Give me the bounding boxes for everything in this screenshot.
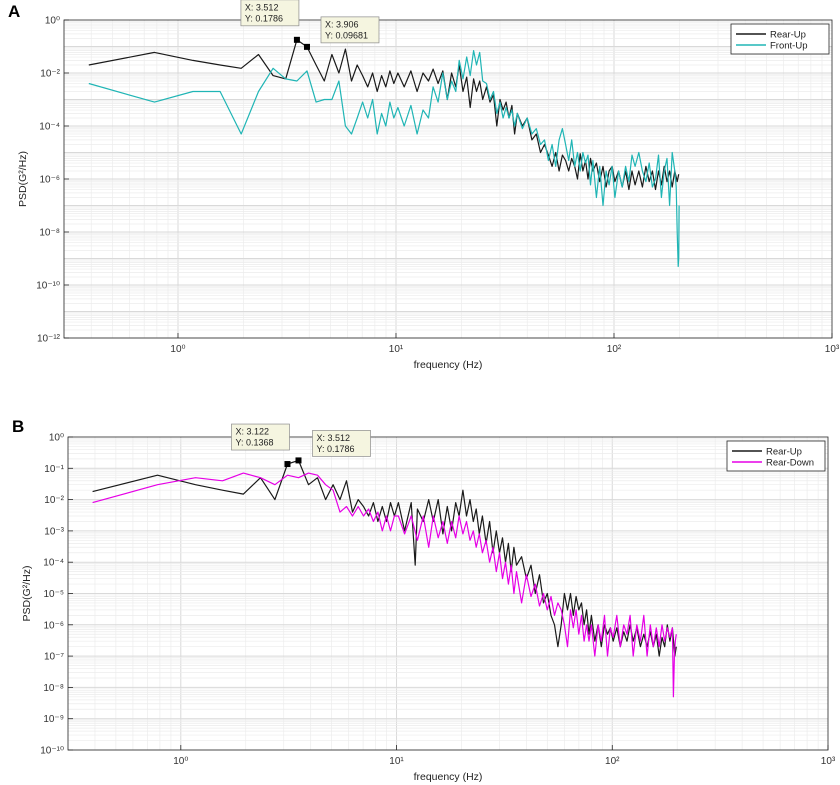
y-tick-label: 10⁰ [49, 433, 64, 444]
datatip-x-value: X: 3.906 [325, 19, 359, 29]
y-tick-label: 10⁻¹⁰ [36, 281, 60, 292]
y-tick-label: 10⁻⁸ [43, 683, 64, 694]
series-line-rear-up [88, 39, 680, 191]
y-tick-label: 10⁻² [44, 495, 64, 506]
grid [67, 437, 828, 751]
datatip-box [312, 430, 371, 457]
grid [63, 20, 832, 339]
y-tick-label: 10⁻⁷ [44, 652, 64, 663]
x-tick-label: 10² [607, 344, 622, 355]
series-line-rear-up [92, 459, 677, 657]
x-tick-label: 10¹ [389, 344, 404, 355]
y-tick-label: 10⁻¹ [44, 464, 64, 475]
y-tick-label: 10⁻¹² [37, 334, 61, 345]
y-tick-label: 10⁰ [45, 16, 60, 27]
x-tick-label: 10³ [821, 756, 836, 767]
datatip-box [320, 16, 380, 44]
x-tick-label: 10³ [825, 344, 840, 355]
datatip-x-value: X: 3.122 [235, 427, 269, 437]
datatip-x-value: X: 3.512 [316, 433, 350, 443]
legend-box [730, 23, 830, 55]
series-line-front-up [88, 49, 680, 268]
datatip-y-value: Y: 0.1368 [235, 438, 273, 448]
datatip-marker [293, 36, 300, 43]
x-tick-label: 10² [605, 756, 620, 767]
y-tick-label: 10⁻⁶ [43, 620, 64, 631]
y-tick-label: 10⁻⁴ [39, 122, 60, 133]
legend-box [726, 440, 826, 472]
y-tick-label: 10⁻⁶ [39, 175, 60, 186]
y-tick-label: 10⁻⁸ [39, 228, 60, 239]
legend-entry: Front-Up [770, 41, 807, 52]
x-axis-label: frequency (Hz) [414, 359, 483, 371]
y-tick-label: 10⁻⁵ [43, 589, 64, 600]
datatip-x-value: X: 3.512 [245, 2, 279, 12]
y-tick-label: 10⁻¹⁰ [40, 746, 64, 757]
y-tick-label: 10⁻⁴ [43, 558, 64, 569]
datatip-y-value: Y: 0.09681 [325, 30, 368, 40]
datatip-marker [284, 461, 291, 468]
datatip-box [240, 0, 300, 27]
x-tick-label: 10⁰ [173, 756, 188, 767]
datatip-y-value: Y: 0.1786 [245, 13, 283, 23]
x-tick-label: 10¹ [389, 756, 404, 767]
chart-panel-b: 10⁰ 10¹ 10² 10³ 10⁰ 10⁻¹ 10⁻² 10⁻³ 10⁻⁴ 10⁻⁵ 10⁻⁶ 1… [21, 423, 836, 783]
x-tick-label: 10⁰ [170, 344, 185, 355]
y-tick-label: 10⁻² [40, 69, 60, 80]
y-axis-label: PSD(G²/Hz) [21, 566, 33, 622]
legend-entry: Rear-Up [766, 447, 802, 458]
panel-label-a: A [8, 2, 21, 21]
y-tick-label: 10⁻³ [44, 526, 64, 537]
datatip-marker [303, 43, 310, 50]
x-axis-label: frequency (Hz) [414, 771, 483, 783]
panel-label-b: B [12, 417, 25, 436]
y-tick-label: 10⁻⁹ [43, 714, 64, 725]
datatip-marker [295, 457, 302, 464]
datatip-box [231, 423, 290, 451]
y-axis-label: PSD(G²/Hz) [17, 151, 29, 207]
datatip-y-value: Y: 0.1786 [316, 444, 354, 454]
legend-entry: Rear-Up [770, 30, 806, 41]
legend-entry: Rear-Down [766, 458, 814, 469]
series-line-rear-down [92, 472, 677, 698]
chart-panel-a: 10⁰ 10¹ 10² 10³ 10⁰ 10⁻² 10⁻⁴ 10⁻⁶ 10⁻⁸ 10⁻¹⁰ 10⁻¹… [17, 0, 840, 371]
